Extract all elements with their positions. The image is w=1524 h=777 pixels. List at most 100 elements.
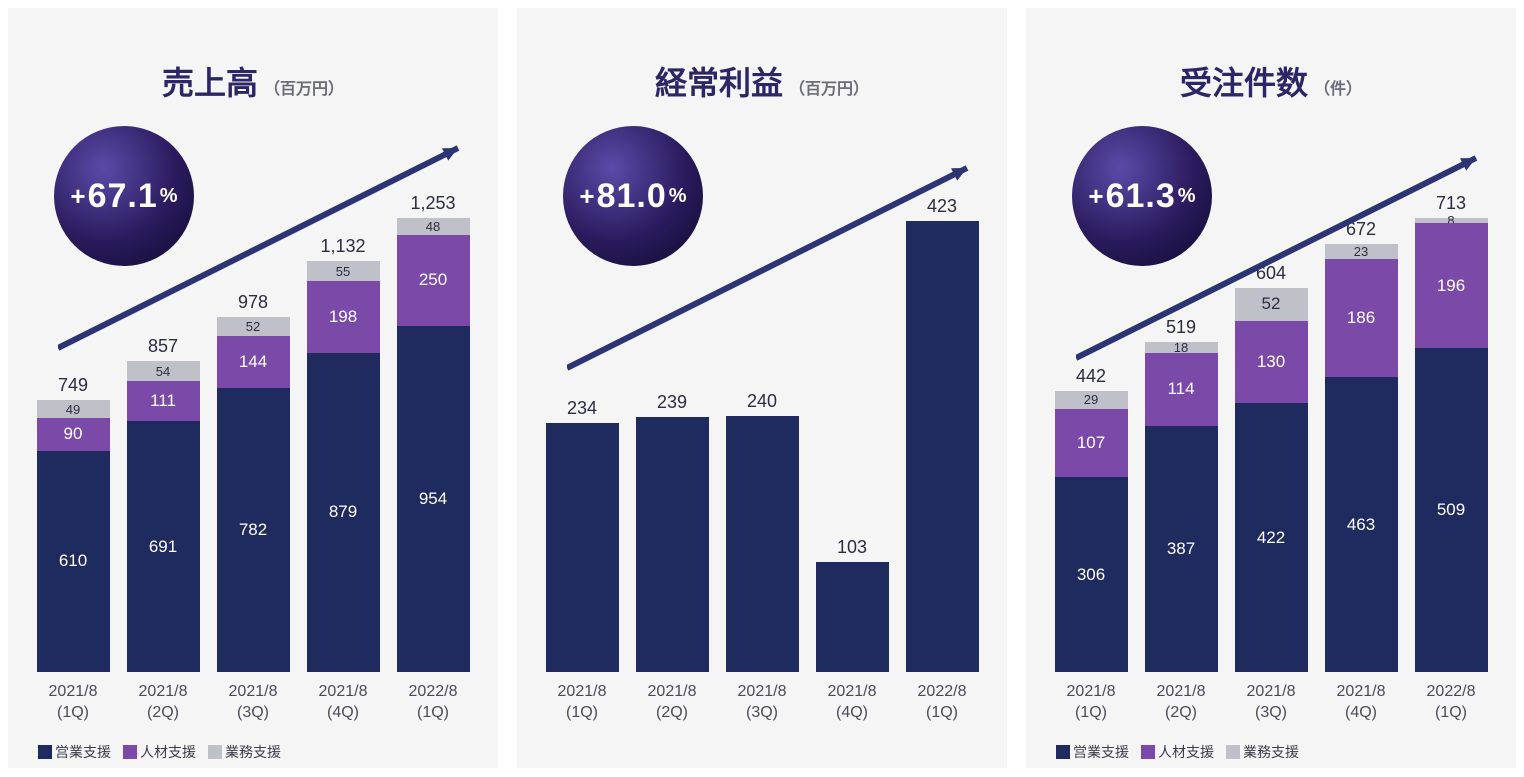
bar-segment-ops_support: 55 [307,261,380,281]
legend-item-sales_support: 営業支援 [38,742,111,762]
legend-label: 業務支援 [1243,744,1299,760]
chart-title: 売上高 （百万円） [8,58,498,104]
bar-stack: 87919855 [307,261,380,672]
bar-segment-sales_support: 422 [1235,403,1308,672]
bar-stack [636,417,709,672]
legend-label: 業務支援 [225,744,281,760]
chart-panel-profit: 経常利益 （百万円） +81.0% 234 239 240 103 423 2021/8(1Q)… [517,8,1007,768]
bar-stack: 6109049 [37,400,110,672]
growth-badge-value: 81.0 [597,177,667,216]
bar-segment-sales_support: 691 [127,421,200,672]
bar-column: 857 69111154 [127,336,200,672]
bar-segment-hr_support: 107 [1055,409,1128,477]
x-axis-label: 2021/8(4Q) [307,682,380,724]
bar-segment-sales_support: 387 [1145,426,1218,672]
bar-segment-sales_support: 879 [307,353,380,672]
bar-total-label: 1,253 [410,193,455,214]
x-axis-label: 2021/8(3Q) [1235,682,1308,724]
legend-item-ops_support: 業務支援 [1226,742,1299,762]
bar-column: 234 [546,398,619,672]
legend-swatch [1056,745,1070,759]
bar-total-label: 234 [567,398,597,419]
bar-segment-sales_support [546,423,619,672]
legend-swatch [38,745,52,759]
bar-segment-hr_support: 196 [1415,223,1488,348]
x-axis-label: 2021/8(2Q) [127,682,200,724]
legend-label: 人材支援 [140,744,196,760]
growth-badge: +81.0% [563,126,703,266]
bar-segment-ops_support: 18 [1145,342,1218,353]
bar-segment-sales_support [726,416,799,672]
bar-total-label: 239 [657,392,687,413]
bar-segment-hr_support: 111 [127,381,200,421]
bar-stack [546,423,619,672]
bar-segment-hr_support: 130 [1235,321,1308,404]
x-axis-label: 2022/8(1Q) [397,682,470,724]
bar-column: 60442213052 [1235,263,1308,672]
bar-segment-sales_support: 509 [1415,348,1488,672]
legend-label: 営業支援 [55,744,111,760]
bar-total-label: 1,132 [320,236,365,257]
chart-title-unit: （件） [1314,81,1362,98]
bar-total-label: 519 [1166,317,1196,338]
bar-stack: 46318623 [1325,244,1398,672]
chart-title-unit: （百万円） [264,81,344,98]
bar-segment-hr_support: 198 [307,281,380,353]
bar-column: 1,132 87919855 [307,236,380,672]
bar-stack: 30610729 [1055,391,1128,672]
bar-column: 240 [726,391,799,672]
legend-swatch [1141,745,1155,759]
bar-stack [816,562,889,672]
chart-title-text: 受注件数 [1180,65,1308,101]
bar-segment-ops_support: 49 [37,400,110,418]
bar-segment-hr_support: 250 [397,235,470,326]
growth-badge-value: 67.1 [88,177,158,216]
bar-stack [906,221,979,672]
legend-label: 人材支援 [1158,744,1214,760]
bar-column: 7496109049 [37,375,110,672]
chart-panel-revenue: 売上高（百万円）+67.1%74961090498576911115497878… [8,8,498,768]
bar-segment-sales_support: 610 [37,451,110,672]
bar-total-label: 672 [1346,219,1376,240]
bar-segment-ops_support: 29 [1055,391,1128,409]
bar-total-label: 857 [148,336,178,357]
bar-segment-ops_support: 52 [217,317,290,336]
chart-title-text: 売上高 [162,65,258,101]
chart-legend: 営業支援 人材支援 業務支援 [1056,742,1299,762]
bar-column: 1,253 95425048 [397,193,470,672]
x-axis-label: 2022/8(1Q) [1415,682,1488,724]
x-axis-label: 2021/8(2Q) [636,682,709,724]
x-axis-label: 2021/8(1Q) [546,682,619,724]
legend-item-sales_support: 営業支援 [1056,742,1129,762]
x-axis-label: 2021/8(3Q) [217,682,290,724]
x-axis-label: 2021/8(3Q) [726,682,799,724]
bar-segment-ops_support: 54 [127,361,200,381]
chart-title-unit: （百万円） [789,81,869,98]
bar-segment-sales_support: 954 [397,326,470,672]
bar-column: 44230610729 [1055,366,1128,672]
bar-segment-sales_support [906,221,979,672]
bar-segment-ops_support: 48 [397,218,470,235]
legend-label: 営業支援 [1073,744,1129,760]
chart-title: 受注件数 （件） [1026,58,1516,104]
bar-segment-sales_support [816,562,889,672]
bar-stack: 5091968 [1415,218,1488,672]
bar-segment-hr_support: 90 [37,418,110,451]
bar-segment-sales_support: 782 [217,388,290,672]
bar-column: 423 [906,196,979,672]
x-axis-label: 2022/8(1Q) [906,682,979,724]
chart-title-text: 経常利益 [655,65,783,101]
legend-item-ops_support: 業務支援 [208,742,281,762]
x-axis-label: 2021/8(1Q) [1055,682,1128,724]
bar-total-label: 103 [837,537,867,558]
legend-item-hr_support: 人材支援 [123,742,196,762]
bar-stack: 95425048 [397,218,470,672]
bar-column: 7135091968 [1415,193,1488,672]
bar-stack: 69111154 [127,361,200,672]
bar-stack: 38711418 [1145,342,1218,672]
bar-total-label: 978 [238,292,268,313]
bar-column: 97878214452 [217,292,290,672]
bar-segment-hr_support: 186 [1325,259,1398,377]
bar-segment-sales_support: 463 [1325,377,1398,672]
chart-panel-orders: 受注件数（件）+61.3%442306107295193871141860442… [1026,8,1516,768]
